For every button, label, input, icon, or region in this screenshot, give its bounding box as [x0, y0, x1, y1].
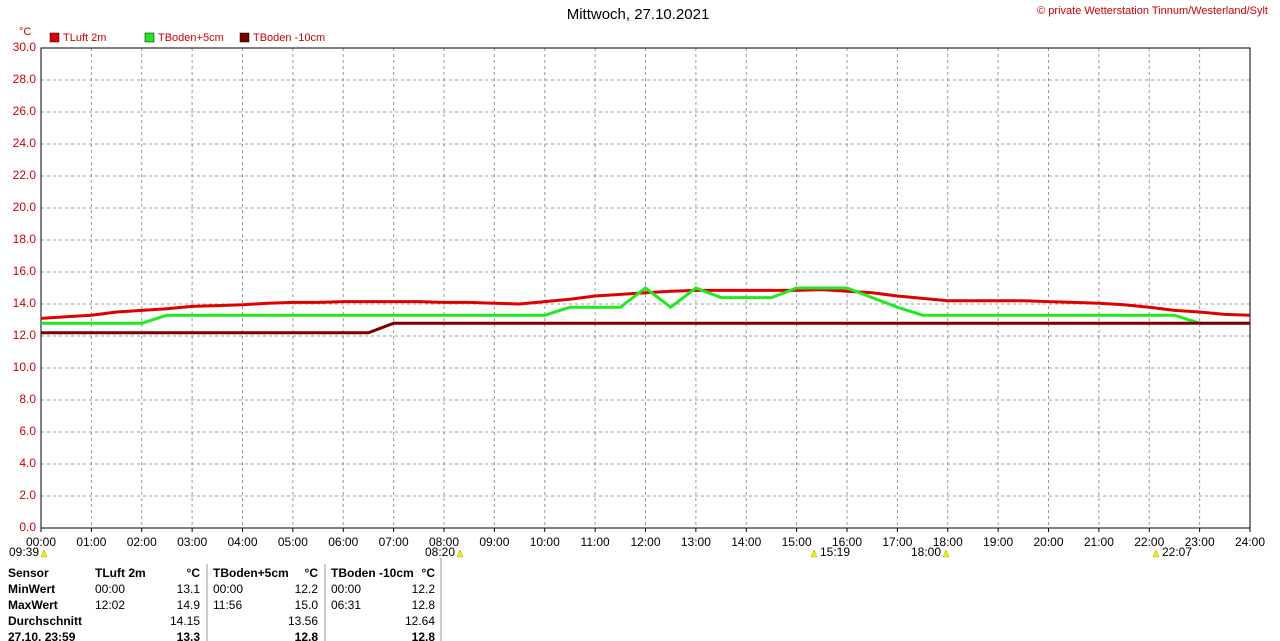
annotation-icon	[810, 549, 818, 558]
table-header: TBoden -10cm	[331, 566, 414, 580]
table-cell: 11:56	[213, 598, 242, 612]
x-tick-label: 24:00	[1235, 535, 1265, 549]
table-cell: 00:00	[331, 582, 361, 596]
y-tick-label: 6.0	[19, 424, 36, 438]
y-tick-label: 4.0	[19, 456, 36, 470]
x-tick-label: 15:00	[782, 535, 812, 549]
table-cell: 15.0	[295, 598, 319, 612]
x-tick-label: 01:00	[76, 535, 106, 549]
chart-title: Mittwoch, 27.10.2021	[567, 6, 710, 23]
table-cell: 13.56	[288, 614, 318, 628]
annotation: 15:19	[820, 545, 850, 559]
table-header: °C	[422, 566, 436, 580]
x-tick-label: 13:00	[681, 535, 711, 549]
table-cell: MaxWert	[8, 598, 58, 612]
x-tick-label: 04:00	[227, 535, 257, 549]
table-header: TLuft 2m	[95, 566, 146, 580]
annotation: 22:07	[1162, 545, 1192, 559]
table-header: TBoden+5cm	[213, 566, 289, 580]
legend-label: TLuft 2m	[63, 32, 106, 44]
series-line	[41, 286, 1250, 325]
legend-swatch	[144, 32, 155, 43]
x-tick-label: 16:00	[832, 535, 862, 549]
table-cell: 12.8	[412, 598, 436, 612]
y-tick-label: 20.0	[13, 200, 37, 214]
annotation: 18:00	[911, 545, 941, 559]
annotation-icon	[942, 549, 950, 558]
y-tick-label: 12.0	[13, 328, 37, 342]
table-cell: 14.9	[177, 598, 201, 612]
legend-swatch	[239, 32, 250, 43]
credit: © private Wetterstation Tinnum/Westerlan…	[1037, 5, 1268, 17]
table-cell: Durchschnitt	[8, 614, 82, 628]
x-tick-label: 11:00	[581, 535, 610, 549]
table-cell: 06:31	[331, 598, 361, 612]
legend-label: TBoden -10cm	[253, 32, 325, 44]
x-tick-label: 22:00	[1134, 535, 1164, 549]
y-tick-label: 26.0	[13, 104, 37, 118]
annotation-icon	[456, 549, 464, 558]
x-tick-label: 03:00	[177, 535, 207, 549]
table-header: °C	[187, 566, 201, 580]
table-cell: 14.15	[170, 614, 200, 628]
y-tick-label: 16.0	[13, 264, 37, 278]
y-unit: °C	[19, 26, 31, 38]
x-tick-label: 09:00	[479, 535, 509, 549]
table-cell: 13.1	[177, 582, 201, 596]
series-line	[41, 321, 1250, 335]
y-tick-label: 14.0	[13, 296, 37, 310]
legend-swatch	[49, 32, 60, 43]
annotation: 08:20	[425, 545, 455, 559]
series-line	[40, 288, 1251, 320]
table-cell: 13.3	[177, 630, 201, 641]
table-cell: 12.64	[405, 614, 435, 628]
table-cell: 00:00	[213, 582, 243, 596]
x-tick-label: 23:00	[1185, 535, 1215, 549]
table-header: °C	[305, 566, 319, 580]
table-header: Sensor	[8, 566, 49, 580]
y-tick-label: 8.0	[19, 392, 36, 406]
x-tick-label: 18:00	[933, 535, 963, 549]
y-tick-label: 22.0	[13, 168, 37, 182]
y-tick-label: 30.0	[13, 40, 37, 54]
y-tick-label: 18.0	[13, 232, 37, 246]
annotation-icon	[40, 549, 48, 558]
table-cell: 12.8	[412, 630, 436, 641]
x-tick-label: 17:00	[882, 535, 912, 549]
y-tick-label: 24.0	[13, 136, 37, 150]
table-cell: 27.10. 23:59	[8, 630, 76, 641]
x-tick-label: 07:00	[379, 535, 409, 549]
x-tick-label: 02:00	[127, 535, 157, 549]
y-tick-label: 2.0	[19, 488, 36, 502]
x-tick-label: 12:00	[630, 535, 660, 549]
table-cell: 12.2	[412, 582, 436, 596]
x-tick-label: 14:00	[731, 535, 761, 549]
table-cell: 12.8	[295, 630, 319, 641]
table-cell: 12.2	[295, 582, 319, 596]
x-tick-label: 21:00	[1084, 535, 1114, 549]
annotation: 09:39	[9, 545, 39, 559]
plot-border	[40, 47, 1251, 529]
x-tick-label: 06:00	[328, 535, 358, 549]
x-tick-label: 08:00	[429, 535, 459, 549]
x-tick-label: 00:00	[26, 535, 56, 549]
y-tick-label: 0.0	[19, 520, 36, 534]
y-tick-label: 10.0	[13, 360, 37, 374]
x-tick-label: 05:00	[278, 535, 308, 549]
x-tick-label: 19:00	[983, 535, 1013, 549]
table-cell: 00:00	[95, 582, 125, 596]
x-tick-label: 10:00	[530, 535, 560, 549]
table-cell: MinWert	[8, 582, 55, 596]
legend-label: TBoden+5cm	[158, 32, 224, 44]
x-tick-label: 20:00	[1033, 535, 1063, 549]
annotation-icon	[1152, 549, 1160, 558]
y-tick-label: 28.0	[13, 72, 37, 86]
table-cell: 12:02	[95, 598, 125, 612]
